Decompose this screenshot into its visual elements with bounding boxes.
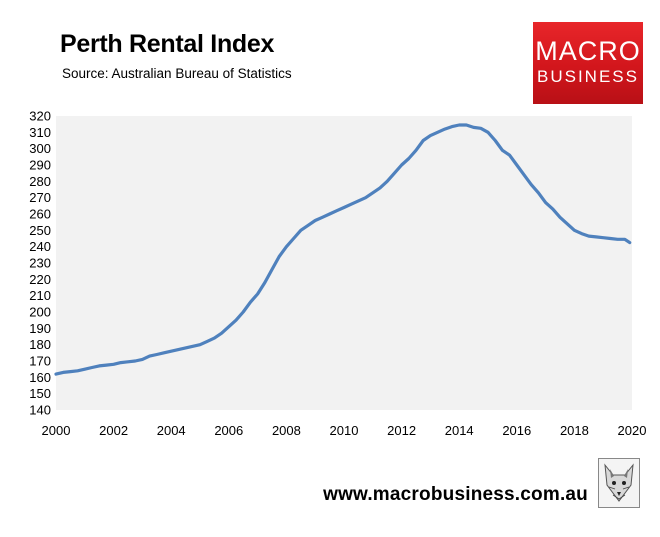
logo-line-1: MACRO [535,36,641,66]
macrobusiness-logo: MACRO BUSINESS [533,22,643,104]
footer-url: www.macrobusiness.com.au [323,484,588,505]
x-tick-label: 2004 [157,423,186,438]
y-tick-label: 240 [29,239,51,254]
x-tick-label: 2012 [387,423,416,438]
y-tick-label: 230 [29,256,51,271]
y-tick-label: 150 [29,386,51,401]
x-tick-label: 2016 [502,423,531,438]
y-tick-label: 140 [29,403,51,418]
y-tick-label: 310 [29,125,51,140]
y-tick-label: 320 [29,109,51,124]
x-tick-label: 2000 [42,423,71,438]
y-tick-label: 170 [29,354,51,369]
y-tick-label: 200 [29,305,51,320]
chart-title: Perth Rental Index [60,30,275,58]
y-tick-label: 280 [29,174,51,189]
series-line-0 [54,123,632,376]
logo-line-2: BUSINESS [537,67,639,86]
y-tick-label: 300 [29,141,51,156]
y-tick-label: 220 [29,272,51,287]
y-tick-label: 270 [29,190,51,205]
y-tick-label: 160 [29,370,51,385]
y-tick-label: 290 [29,158,51,173]
chart-subtitle: Source: Australian Bureau of Statistics [62,66,292,81]
y-tick-label: 250 [29,223,51,238]
x-axis: 2000 2002 2004 2006 2008 2010 2012 2014 2016 2018… [42,423,647,438]
x-tick-label: 2014 [445,423,474,438]
plot-area [56,116,632,410]
y-tick-label: 260 [29,207,51,222]
x-tick-label: 2008 [272,423,301,438]
x-tick-label: 2018 [560,423,589,438]
x-tick-label: 2010 [330,423,359,438]
x-tick-label: 2006 [214,423,243,438]
fox-mascot-icon [598,458,640,508]
y-tick-label: 190 [29,321,51,336]
y-tick-label: 180 [29,337,51,352]
series-group [54,123,632,376]
x-tick-label: 2020 [618,423,647,438]
y-tick-label: 210 [29,288,51,303]
x-tick-label: 2002 [99,423,128,438]
